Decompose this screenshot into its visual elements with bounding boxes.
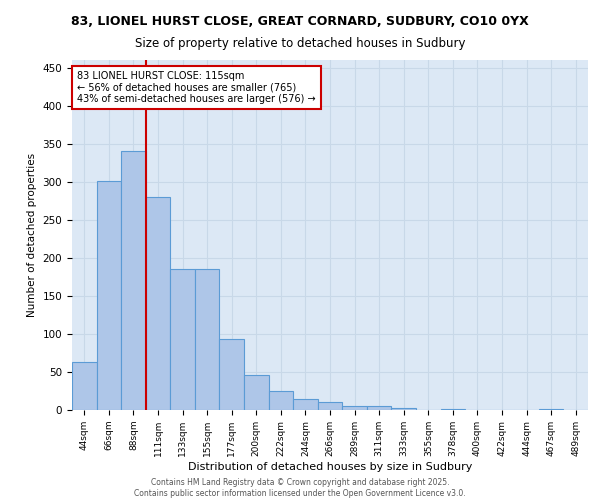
Bar — [391, 408, 416, 410]
Text: Size of property relative to detached houses in Sudbury: Size of property relative to detached ho… — [135, 38, 465, 51]
Bar — [170, 269, 195, 410]
Bar — [121, 152, 146, 410]
X-axis label: Distribution of detached houses by size in Sudbury: Distribution of detached houses by size … — [188, 462, 472, 471]
Text: Contains HM Land Registry data © Crown copyright and database right 2025.
Contai: Contains HM Land Registry data © Crown c… — [134, 478, 466, 498]
Bar — [342, 406, 367, 410]
Bar — [195, 269, 220, 410]
Y-axis label: Number of detached properties: Number of detached properties — [27, 153, 37, 317]
Bar — [146, 197, 170, 410]
Bar — [318, 402, 342, 410]
Bar — [539, 409, 563, 410]
Bar — [72, 362, 97, 410]
Bar — [440, 409, 465, 410]
Text: 83 LIONEL HURST CLOSE: 115sqm
← 56% of detached houses are smaller (765)
43% of : 83 LIONEL HURST CLOSE: 115sqm ← 56% of d… — [77, 70, 316, 104]
Bar — [220, 339, 244, 410]
Bar — [244, 375, 269, 410]
Bar — [367, 406, 391, 410]
Text: 83, LIONEL HURST CLOSE, GREAT CORNARD, SUDBURY, CO10 0YX: 83, LIONEL HURST CLOSE, GREAT CORNARD, S… — [71, 15, 529, 28]
Bar — [97, 181, 121, 410]
Bar — [293, 400, 318, 410]
Bar — [269, 391, 293, 410]
